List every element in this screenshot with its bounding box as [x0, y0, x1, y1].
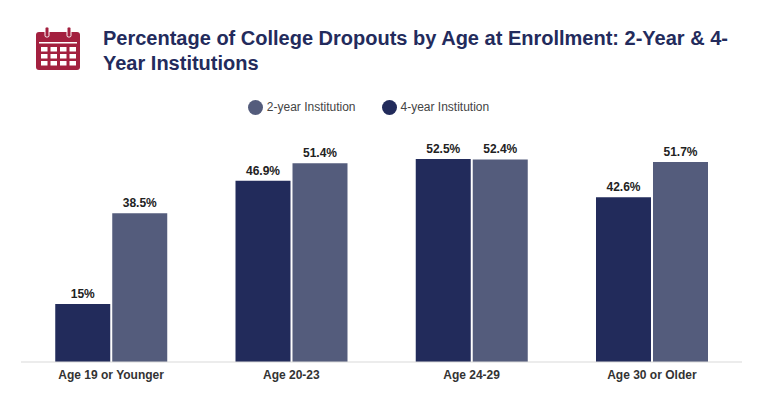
svg-text:52.5%: 52.5% [426, 142, 460, 156]
html-text:4-year Institution: 4-year Institution [400, 100, 490, 114]
svg-text:46.9%: 46.9% [246, 164, 280, 178]
svg-text:Age 24-29: Age 24-29 [443, 368, 500, 382]
svg-text:51.7%: 51.7% [663, 145, 697, 159]
svg-text:38.5%: 38.5% [123, 196, 157, 210]
svg-text:52.4%: 52.4% [483, 142, 517, 156]
svg-text:51.4%: 51.4% [303, 146, 337, 160]
svg-text:Age 19 or Younger: Age 19 or Younger [58, 368, 164, 382]
html-text:Percentage of College Dropouts: Percentage of College Dropouts by Age at… [103, 27, 728, 74]
svg-text:Age 30 or Older: Age 30 or Older [607, 368, 697, 382]
svg-text:Age 20-23: Age 20-23 [263, 368, 320, 382]
svg-text:42.6%: 42.6% [606, 180, 640, 194]
svg-text:15%: 15% [71, 287, 95, 301]
html-text:2-year Institution: 2-year Institution [266, 100, 356, 114]
